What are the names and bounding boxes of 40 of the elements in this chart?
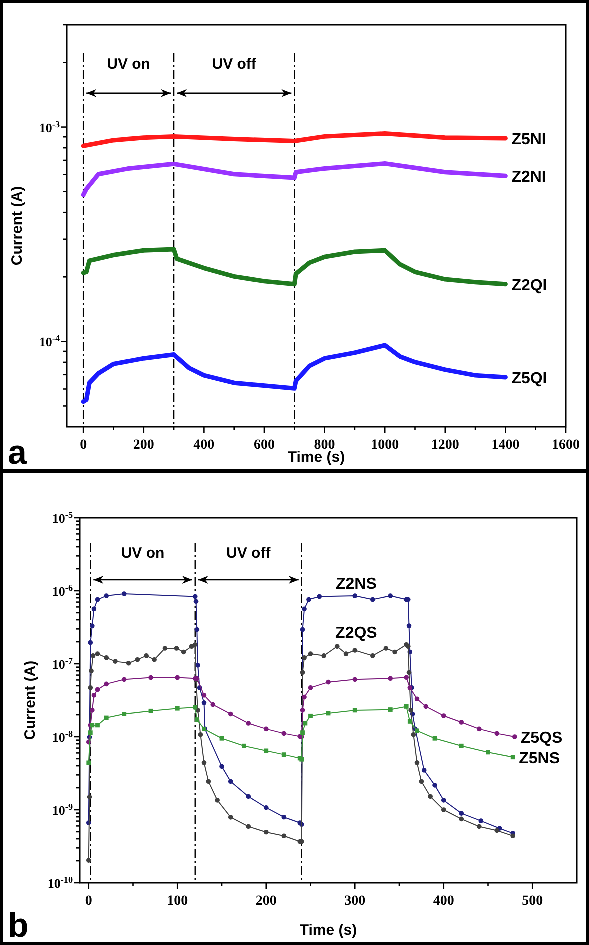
x-tick-label: 500 [522,894,544,909]
y-tick-label: 10$^{-10}$ [48,875,74,891]
x-tick-label: 400 [194,438,215,453]
x-tick-label: 0 [80,438,88,453]
y-tick-label: 10$^{-6}$ [52,583,74,599]
series-label: Z2QI [512,277,548,294]
series-label: Z2QS [336,624,378,642]
y-tick-label: 10$^{-7}$ [52,656,74,672]
y-axis-title: Current (A) [22,660,39,740]
text: a [8,434,28,472]
x-axis-title: Time (s) [288,449,346,466]
annotation: UV on [121,545,165,562]
y-axis-title: Current (A) [9,186,26,266]
x-tick-label: 100 [167,894,188,909]
series-label: Z5NS [519,750,560,768]
y-tick-label: 10$^{-4}$ [39,334,60,350]
y-tick-label: 10$^{-8}$ [52,729,74,745]
x-tick-label: 600 [254,438,275,453]
x-tick-label: 400 [433,894,454,909]
x-tick-label: 200 [256,894,277,909]
series-label: Z5NI [512,132,546,149]
series-label: Z5QS [520,730,563,747]
y-tick-label: 10$^{-5}$ [52,510,74,526]
annotation: UV off [226,545,272,562]
x-tick-label: 300 [344,894,366,909]
x-tick-label: 0 [85,894,92,909]
y-tick-label: 10$^{-3}$ [39,119,60,136]
annotation: UV on [107,56,150,74]
series-label: Z2NI [512,169,546,186]
x-tick-label: 1200 [431,438,460,453]
x-tick-label: 1600 [552,438,580,453]
x-axis-title: Time (s) [300,922,358,939]
x-tick-label: 1000 [371,438,400,453]
annotation: UV off [212,56,258,74]
x-tick-label: 200 [133,438,154,453]
series-label: Z2NS [336,576,378,594]
x-tick-label: 1400 [492,438,520,453]
series-label: Z5QI [512,370,548,388]
text: b [8,907,29,945]
y-tick-label: 10$^{-9}$ [52,802,74,818]
